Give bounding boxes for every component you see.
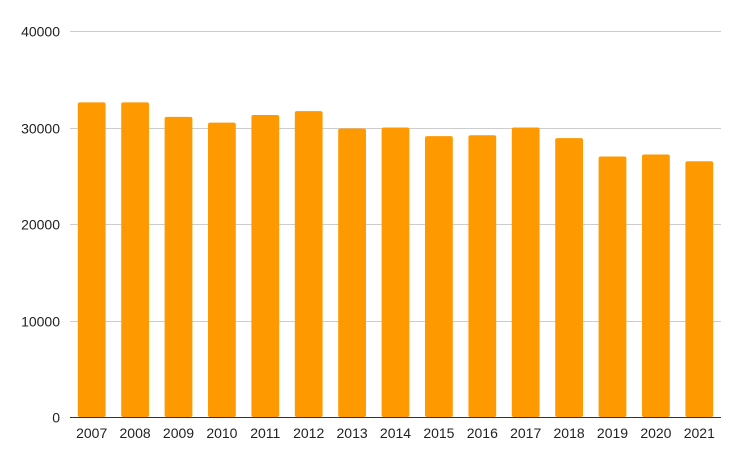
y-tick-label: 20000 [21,217,60,233]
bar-2019 [598,156,627,417]
x-tick-label: 2021 [684,425,715,441]
bar-2011 [251,114,280,417]
bar-2007 [77,102,106,417]
y-tick-label: 0 [52,410,60,426]
x-tick-label: 2017 [510,425,541,441]
x-tick-label: 2012 [293,425,324,441]
x-tick-label: 2020 [640,425,671,441]
y-tick-label: 40000 [21,24,60,40]
bar-2010 [208,122,236,418]
x-tick-label: 2014 [380,425,411,441]
bar-2020 [642,154,670,417]
bar-2016 [468,135,497,417]
bars [77,102,714,418]
bar-2008 [121,102,149,417]
x-tick-label: 2008 [120,425,151,441]
y-tick-label: 30000 [21,121,60,137]
x-tick-label: 2018 [554,425,585,441]
y-tick-label: 10000 [21,314,60,330]
bar-2014 [381,127,410,417]
x-tick-label: 2016 [467,425,498,441]
x-tick-label: 2010 [206,425,237,441]
x-tick-label: 2015 [423,425,454,441]
bar-2015 [425,136,453,417]
x-tick-label: 2019 [597,425,628,441]
bar-2013 [338,128,366,417]
bar-2017 [511,127,540,417]
x-axis-tick-labels: 2007 2008 2009 2010 2011 2012 2013 2014 2015 2016… [76,425,715,441]
bar-2012 [294,111,323,417]
y-axis-tick-labels: 0 10000 20000 30000 40000 [21,24,60,426]
x-tick-label: 2011 [250,425,280,441]
x-tick-label: 2009 [163,425,194,441]
x-tick-label: 2007 [76,425,107,441]
bar-2009 [164,116,193,417]
x-tick-label: 2013 [337,425,368,441]
bar-2021 [685,161,714,417]
bar-2018 [555,138,583,418]
